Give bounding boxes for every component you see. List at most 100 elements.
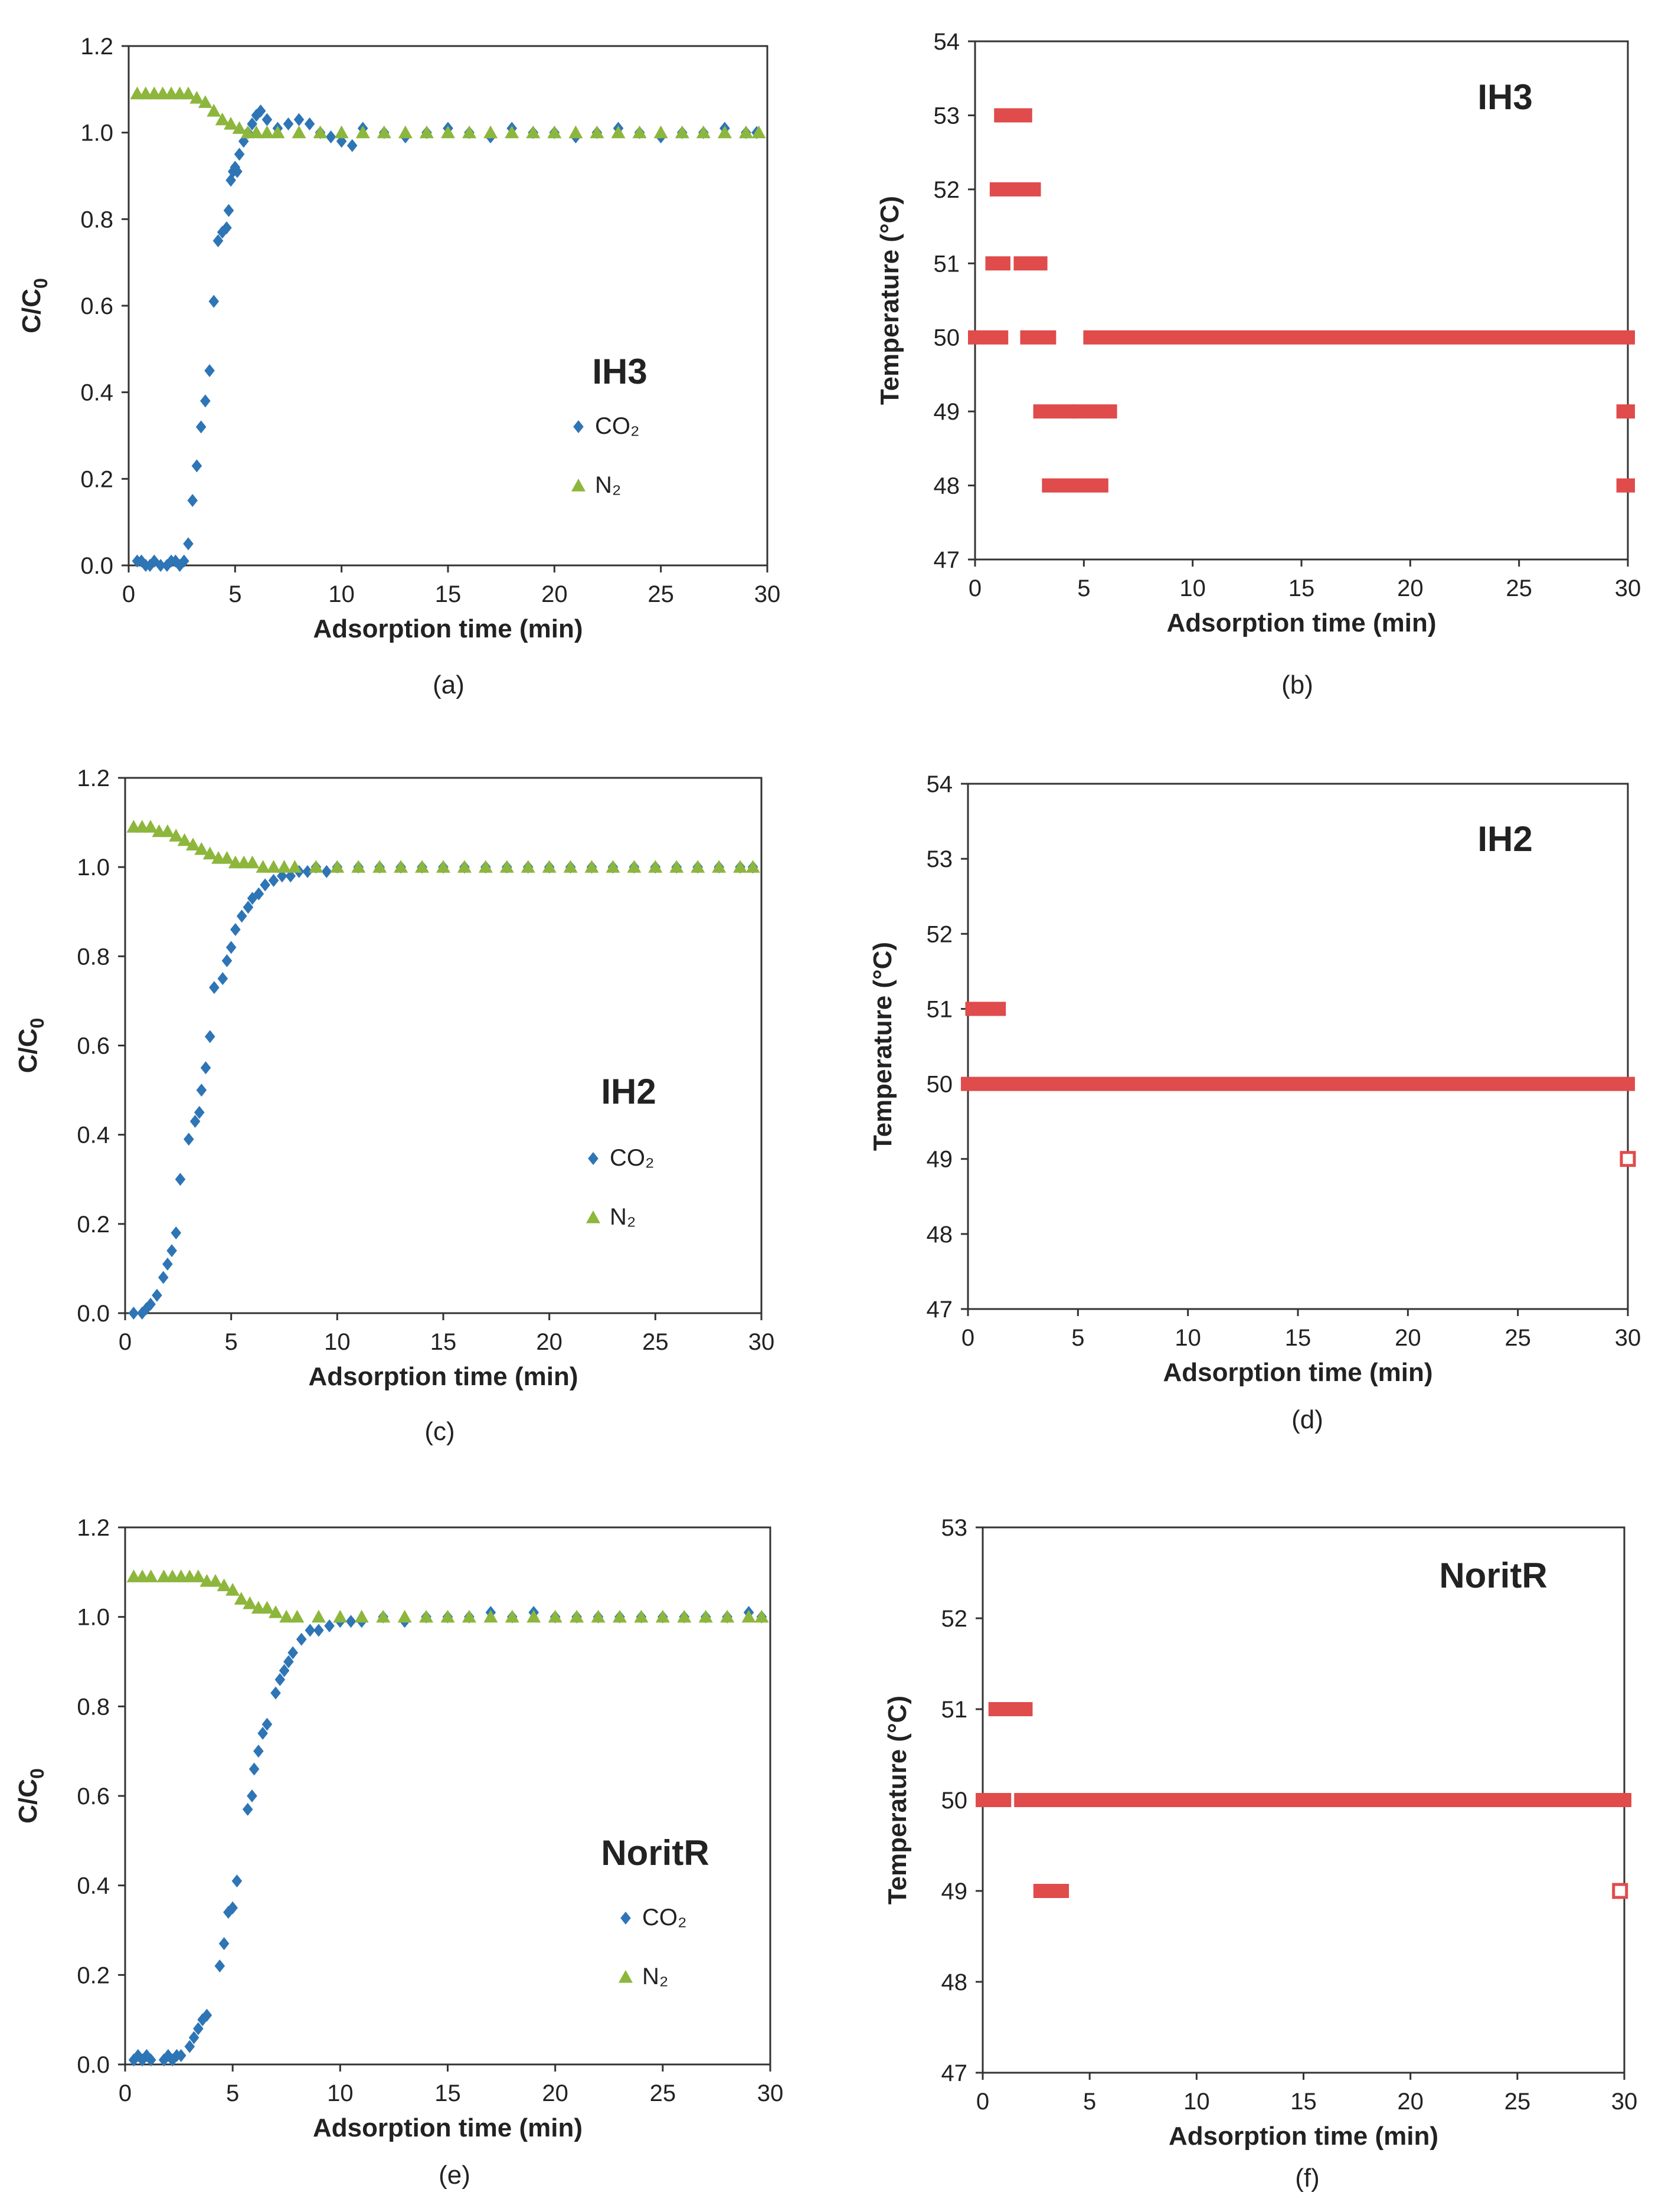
chart-panel-1: 0 5 10 15 20 25 30 47 48 49 50 51 52 53 54 Adsorption t… — [875, 29, 1641, 699]
y-tick-label: 52 — [941, 1606, 968, 1632]
data-point — [478, 860, 493, 873]
data-point — [696, 125, 711, 139]
chart-panel-3: 0 5 10 15 20 25 30 47 48 49 50 51 52 53 54 Adsorption t… — [868, 771, 1641, 1434]
x-tick-label: 25 — [1506, 575, 1532, 601]
y-tick-label: 51 — [927, 996, 953, 1022]
data-point — [184, 1133, 194, 1146]
data-point — [745, 860, 760, 873]
data-point — [563, 860, 578, 873]
material-label: NoritR — [601, 1833, 709, 1873]
y-tick-label: 50 — [934, 325, 960, 351]
temperature-run — [1046, 1793, 1631, 1807]
y-tick-label: 0.6 — [77, 1033, 110, 1059]
x-tick-label: 30 — [1615, 1325, 1641, 1351]
x-tick-label: 30 — [1611, 2089, 1638, 2115]
y-tick-label: 1.2 — [77, 1515, 110, 1541]
y-tick-label: 51 — [941, 1697, 968, 1723]
x-axis-label: Adsorption time (min) — [1163, 1358, 1432, 1387]
data-point — [376, 1609, 391, 1623]
series-Temperature — [968, 108, 1635, 493]
legend-label: N₂ — [595, 472, 621, 498]
y-tick-label: 1.2 — [80, 34, 113, 60]
x-tick-label: 25 — [1504, 1325, 1531, 1351]
x-tick-label: 20 — [1397, 2089, 1424, 2115]
chart-panel-4: 0 5 10 15 20 25 30 0.0 0.2 0.4 0.6 0.8 1.0 1.2 Adsorpt… — [14, 1515, 783, 2190]
panel-label: (c) — [424, 1417, 454, 1446]
y-axis-label: C/C0 — [14, 1768, 48, 1824]
data-point — [220, 851, 234, 864]
x-tick-label: 20 — [541, 581, 568, 607]
legend-label: CO₂ — [595, 413, 640, 439]
series-Temperature — [961, 1002, 1636, 1167]
data-point — [346, 139, 358, 152]
data-point — [248, 1762, 260, 1776]
x-tick-label: 10 — [328, 581, 355, 607]
data-point — [181, 86, 195, 100]
y-tick-label: 54 — [927, 771, 953, 797]
y-tick-label: 48 — [941, 1969, 968, 1995]
x-tick-label: 0 — [119, 1329, 132, 1355]
data-point — [483, 125, 498, 139]
data-point — [591, 1609, 606, 1623]
panel-label: (a) — [433, 670, 465, 699]
temperature-run — [1042, 478, 1108, 493]
x-tick-label: 5 — [228, 581, 241, 607]
temperature-run — [994, 108, 1032, 123]
x-tick-label: 0 — [969, 575, 982, 601]
y-tick-label: 47 — [927, 1297, 953, 1323]
data-point — [293, 113, 305, 126]
data-point — [245, 855, 260, 869]
legend-marker — [586, 1210, 600, 1223]
temperature-run — [988, 1702, 1033, 1716]
x-tick-label: 25 — [642, 1329, 669, 1355]
legend-marker — [619, 1970, 633, 1983]
data-point — [436, 860, 450, 873]
temperature-run — [1083, 330, 1635, 345]
data-point — [691, 860, 705, 873]
x-tick-label: 25 — [650, 2080, 676, 2106]
data-point — [217, 972, 228, 986]
data-point — [505, 1609, 519, 1623]
data-point — [526, 125, 541, 139]
data-point — [419, 125, 434, 139]
data-point — [166, 1244, 177, 1258]
data-point — [209, 981, 220, 994]
x-tick-label: 15 — [1288, 575, 1315, 601]
y-tick-label: 47 — [941, 2060, 968, 2086]
data-point — [194, 842, 209, 855]
y-tick-label: 53 — [934, 103, 960, 129]
data-point — [200, 394, 211, 408]
x-tick-label: 20 — [1397, 575, 1424, 601]
data-point — [260, 125, 274, 139]
legend-marker — [571, 479, 586, 492]
data-point — [158, 1271, 169, 1284]
data-point — [234, 148, 245, 161]
y-tick-label: 52 — [934, 177, 960, 203]
data-point — [141, 1302, 152, 1316]
data-point — [330, 860, 345, 873]
x-tick-label: 0 — [119, 2080, 132, 2106]
legend-label: CO₂ — [610, 1145, 655, 1171]
temperature-run — [965, 1002, 1006, 1016]
data-point — [208, 1574, 223, 1587]
data-point — [285, 869, 296, 883]
data-point — [292, 125, 306, 139]
data-point — [283, 1655, 294, 1668]
panel-label: (b) — [1281, 670, 1313, 699]
data-point — [741, 1609, 756, 1623]
data-point — [257, 1726, 268, 1740]
data-point — [158, 2053, 169, 2067]
data-point — [584, 860, 599, 873]
data-point — [232, 121, 247, 134]
data-point — [354, 1609, 369, 1623]
data-point — [377, 125, 391, 139]
data-point — [309, 860, 323, 873]
data-point — [754, 1609, 769, 1623]
data-point — [397, 1609, 412, 1623]
x-tick-label: 5 — [1083, 2089, 1096, 2115]
material-label: NoritR — [1439, 1556, 1547, 1595]
temperature-run — [1020, 330, 1057, 345]
x-tick-label: 15 — [435, 581, 462, 607]
data-point — [162, 1257, 173, 1271]
data-point — [324, 1619, 335, 1632]
